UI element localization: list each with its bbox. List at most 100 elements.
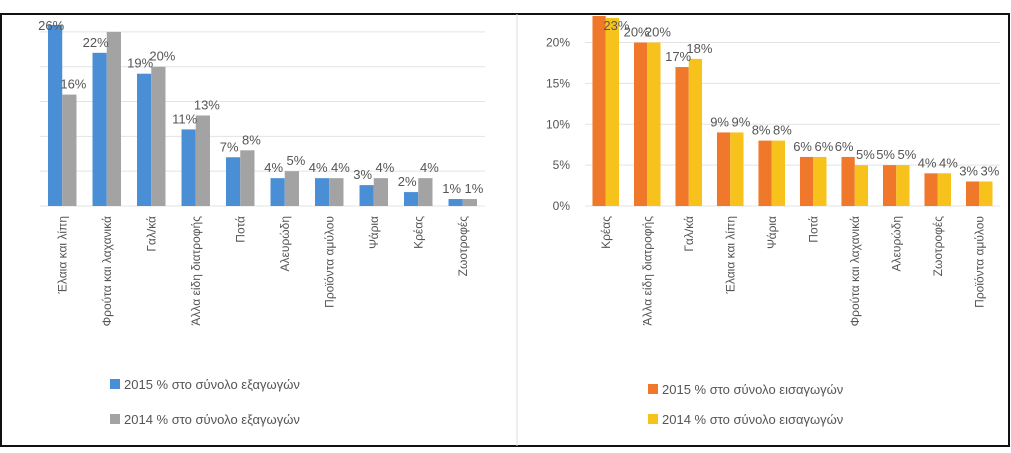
plot-area: [48, 24, 477, 206]
data-label: 3%: [353, 167, 372, 182]
bar: [284, 171, 299, 206]
data-label: 8%: [752, 123, 771, 138]
data-label: 16%: [60, 77, 86, 92]
data-label: 23%: [603, 18, 629, 33]
bar: [106, 31, 121, 206]
bar: [758, 140, 772, 206]
bar: [462, 199, 477, 206]
data-label: 2%: [398, 174, 417, 189]
x-tick-label: Κρέας: [411, 216, 425, 249]
x-tick-label: Ψάρια: [367, 216, 381, 249]
x-tick-label: Ποτά: [233, 216, 247, 243]
data-label: 22%: [83, 35, 109, 50]
bar: [151, 66, 166, 206]
data-label: 4%: [331, 160, 350, 175]
bar: [937, 173, 952, 206]
bar: [359, 185, 374, 206]
data-label: 9%: [710, 114, 729, 129]
bar: [137, 73, 152, 206]
bar: [633, 42, 648, 206]
data-label: 8%: [773, 123, 792, 138]
bar: [226, 157, 241, 206]
legend-label: 2015 % στο σύνολο εξαγωγών: [124, 377, 300, 392]
x-tick-label: Έλαια και λίπη: [55, 216, 69, 295]
x-tick-label: Κρέας: [599, 216, 613, 249]
bar: [965, 181, 980, 206]
x-tick-label: Άλλα είδη διατροφής: [640, 216, 654, 326]
data-label: 5%: [286, 153, 305, 168]
y-tick-label: 10%: [546, 117, 570, 131]
bar: [315, 178, 330, 206]
data-label: 5%: [876, 147, 895, 162]
data-label: 19%: [127, 56, 153, 71]
bar: [716, 132, 731, 206]
bar: [92, 52, 107, 206]
bar: [418, 178, 433, 206]
bar: [882, 165, 897, 206]
bar: [854, 165, 869, 206]
data-label: 5%: [856, 147, 875, 162]
data-label: 9%: [731, 114, 750, 129]
data-label: 13%: [194, 97, 220, 112]
bar: [771, 140, 786, 206]
bar: [181, 129, 196, 206]
bar: [404, 192, 419, 206]
x-tick-label: Άλλα είδη διατροφής: [189, 216, 203, 326]
data-label: 6%: [814, 139, 833, 154]
x-tick-label: Φρούτα και λαχανικά: [100, 216, 114, 326]
data-label: 4%: [918, 155, 937, 170]
y-tick-label: 20%: [546, 36, 570, 50]
x-tick-label: Αλευρώδη: [889, 216, 903, 271]
bar: [841, 156, 855, 206]
x-tick-label: Ποτά: [806, 216, 820, 243]
bar: [647, 42, 661, 206]
y-tick-label: 15%: [546, 76, 570, 90]
data-label: 1%: [464, 181, 483, 196]
x-tick-label: Προϊόντα αμύλου: [322, 216, 336, 308]
bar: [924, 173, 938, 206]
bar: [270, 178, 285, 206]
bar: [799, 156, 814, 206]
x-tick-label: Γαλ/κά: [144, 216, 158, 252]
bar: [605, 18, 620, 206]
x-tick-label: Ζωοτροφές: [931, 216, 945, 277]
data-label: 6%: [835, 139, 854, 154]
legend-swatch: [110, 414, 120, 424]
x-tick-label: Έλαια και λίπη: [723, 216, 737, 295]
data-label: 4%: [420, 160, 439, 175]
legend-label: 2015 % στο σύνολο εισαγωγών: [662, 382, 843, 397]
data-label: 20%: [624, 25, 650, 40]
bar: [62, 94, 77, 206]
data-label: 8%: [242, 132, 261, 147]
bar: [592, 16, 606, 207]
bar: [373, 178, 388, 206]
data-label: 7%: [220, 139, 239, 154]
bar: [48, 24, 63, 206]
data-label: 4%: [309, 160, 328, 175]
data-label: 5%: [897, 147, 916, 162]
bar: [329, 178, 344, 206]
bar: [675, 67, 689, 206]
bar: [240, 150, 255, 206]
data-label: 11%: [172, 111, 197, 126]
bar: [195, 115, 210, 206]
x-tick-label: Αλευρώδη: [278, 216, 292, 271]
data-label: 20%: [149, 49, 175, 64]
bar: [448, 199, 463, 206]
bar: [688, 58, 703, 206]
plot-area: [592, 16, 993, 207]
frame: [0, 13, 1010, 447]
legend-swatch: [648, 384, 658, 394]
legend-swatch: [110, 379, 120, 389]
x-tick-label: Φρούτα και λαχανικά: [848, 216, 862, 326]
bar: [896, 165, 910, 206]
data-label: 3%: [959, 163, 978, 178]
legend-swatch: [648, 414, 658, 424]
data-label: 20%: [645, 25, 671, 40]
data-label: 4%: [939, 155, 958, 170]
x-tick-label: Προϊόντα αμύλου: [972, 216, 986, 308]
bar: [979, 181, 993, 206]
y-tick-label: 5%: [553, 158, 571, 172]
